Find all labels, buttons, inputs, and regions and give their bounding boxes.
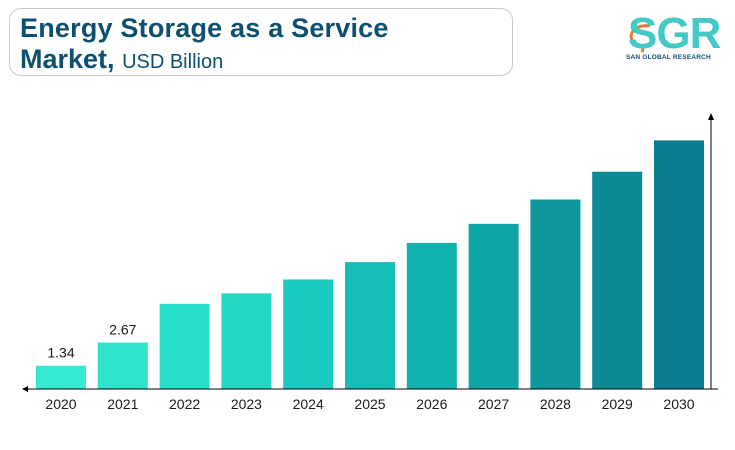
x-tick-label: 2023 <box>231 396 262 412</box>
x-tick-label: 2020 <box>45 396 76 412</box>
bar-2024 <box>283 279 334 389</box>
x-tick-label: 2026 <box>416 396 447 412</box>
x-tick-label: 2024 <box>293 396 324 412</box>
x-tick-label: 2027 <box>478 396 509 412</box>
x-tick-label: 2030 <box>663 396 694 412</box>
logo-swoosh-icon <box>629 24 651 53</box>
x-tick-label: 2029 <box>602 396 633 412</box>
bar-2021 <box>97 342 148 389</box>
x-axis-arrow-icon <box>22 386 28 392</box>
data-label: 2.67 <box>109 322 136 338</box>
bar-2028 <box>530 199 581 389</box>
bar-2026 <box>406 242 457 389</box>
logo-tagline: SAN GLOBAL RESEARCH <box>626 54 711 61</box>
bar-2025 <box>345 262 395 389</box>
bar-2020 <box>36 365 86 389</box>
bar-2023 <box>221 293 272 389</box>
data-label: 1.34 <box>47 345 74 361</box>
bar-2029 <box>592 171 643 389</box>
x-tick-label: 2025 <box>354 396 385 412</box>
title-box: Energy Storage as a Service Market, USD … <box>9 8 513 76</box>
y-axis-arrow-icon <box>708 113 714 120</box>
bar-2030 <box>654 140 704 389</box>
bar-2022 <box>159 303 210 389</box>
chart-unit: USD Billion <box>122 51 224 73</box>
bar-2027 <box>468 223 519 389</box>
chart-title-line1: Energy Storage as a Service <box>20 13 389 43</box>
x-tick-label: 2028 <box>540 396 571 412</box>
x-tick-label: 2022 <box>169 396 200 412</box>
chart-title-line2: Market, <box>20 44 115 74</box>
x-tick-label: 2021 <box>107 396 138 412</box>
logo-wordmark: SGR <box>628 9 721 58</box>
sgr-logo: SGR SAN GLOBAL RESEARCH <box>622 10 726 62</box>
